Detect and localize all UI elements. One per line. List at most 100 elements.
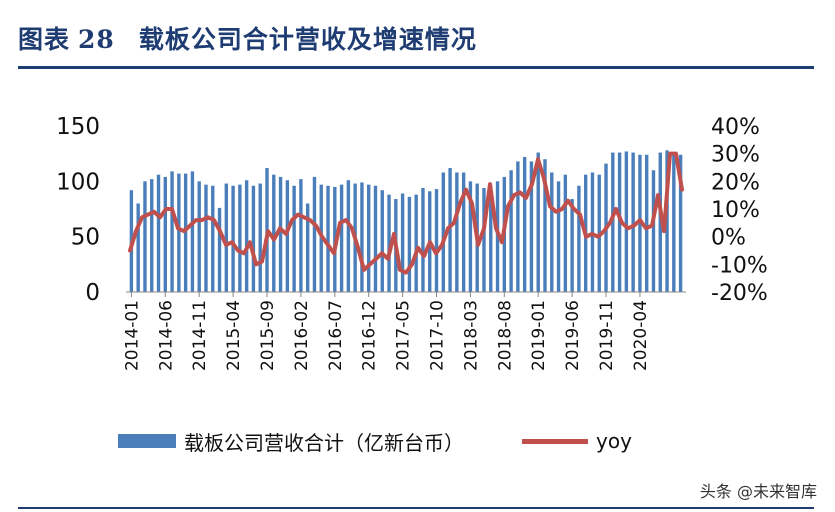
revenue-bar	[360, 182, 364, 292]
revenue-bar	[455, 172, 459, 292]
revenue-bar	[665, 150, 669, 292]
figure-label: 图表	[18, 25, 71, 54]
revenue-bar	[367, 184, 371, 292]
revenue-bar	[516, 161, 520, 292]
legend: 载板公司营收合计（亿新台币） yoy	[118, 425, 632, 457]
bar-series	[129, 150, 683, 292]
left-axis-tick-label: 150	[56, 114, 100, 140]
watermark: 头条 @未来智库	[699, 482, 817, 501]
revenue-bar	[211, 185, 215, 292]
legend-line-label: yoy	[596, 429, 632, 453]
x-axis-tick-label: 2015-09	[258, 300, 278, 371]
revenue-bar	[170, 171, 174, 292]
x-axis-tick-label: 2016-12	[360, 300, 380, 371]
x-axis-tick-label: 2017-05	[394, 300, 414, 371]
x-axis-tick-label: 2019-06	[563, 300, 583, 371]
revenue-bar	[258, 183, 262, 292]
revenue-bar	[678, 154, 683, 292]
left-axis-tick-label: 50	[71, 225, 100, 251]
revenue-bar	[387, 194, 391, 292]
revenue-bar	[197, 181, 201, 292]
revenue-bar	[326, 185, 330, 292]
revenue-bar	[400, 193, 405, 292]
revenue-bar	[624, 151, 629, 292]
footer-rule	[18, 507, 814, 509]
revenue-bar	[638, 154, 642, 292]
revenue-bar	[556, 181, 561, 292]
x-axis-tick-label: 2016-02	[292, 300, 312, 371]
revenue-bar	[305, 203, 310, 292]
revenue-bar	[529, 161, 534, 292]
revenue-bar	[136, 203, 140, 292]
revenue-bar	[489, 185, 493, 292]
revenue-bar	[536, 152, 540, 292]
x-axis-tick-label: 2018-03	[461, 300, 481, 371]
x-axis-tick-label: 2016-07	[326, 300, 346, 371]
revenue-bar	[238, 184, 242, 292]
legend-bar-label: 载板公司营收合计（亿新台币）	[184, 430, 464, 455]
revenue-bar	[244, 180, 249, 292]
revenue-bar	[407, 196, 412, 292]
revenue-bar	[251, 185, 256, 292]
revenue-bar	[339, 184, 344, 292]
x-axis-tick-label: 2014-06	[156, 300, 176, 371]
revenue-bar	[645, 154, 649, 292]
right-axis-tick-label: -20%	[711, 281, 768, 306]
left-axis-ticks: 0 50 100 150	[56, 114, 100, 306]
right-axis-tick-label: 40%	[711, 115, 760, 140]
revenue-bar	[570, 199, 574, 292]
revenue-bar	[461, 172, 466, 292]
figure-title: 载板公司合计营收及增速情况	[138, 25, 477, 54]
revenue-bar	[651, 170, 656, 292]
revenue-bar	[346, 180, 351, 292]
legend-bar-swatch	[118, 434, 176, 448]
revenue-bar	[468, 181, 473, 292]
x-axis-tick-label: 2015-04	[224, 300, 244, 371]
revenue-bar	[150, 179, 154, 292]
right-axis-tick-label: 30%	[711, 143, 760, 168]
revenue-bar	[414, 194, 418, 292]
revenue-bar	[563, 174, 568, 292]
right-axis-tick-label: -10%	[711, 253, 768, 278]
revenue-bar	[631, 152, 635, 292]
revenue-bar	[292, 185, 296, 292]
revenue-bar	[163, 176, 167, 292]
revenue-bar	[285, 180, 290, 292]
revenue-bar	[509, 170, 513, 292]
revenue-bar	[224, 183, 229, 292]
left-axis-tick-label: 0	[85, 280, 100, 306]
revenue-bar	[217, 207, 222, 292]
revenue-bar	[278, 176, 283, 292]
revenue-bar	[441, 172, 445, 292]
revenue-bar	[373, 185, 378, 292]
yoy-line	[128, 151, 684, 275]
revenue-bar	[611, 152, 615, 292]
revenue-bar	[204, 184, 208, 292]
revenue-bar	[183, 173, 188, 292]
revenue-bar	[522, 156, 527, 292]
revenue-bar	[482, 187, 486, 292]
x-axis-tick-label: 2018-08	[495, 300, 515, 371]
revenue-bar	[231, 185, 235, 292]
x-axis-tick-label: 2014-11	[190, 300, 210, 371]
x-axis-tick-label: 2019-11	[597, 300, 617, 371]
left-axis-tick-label: 100	[56, 169, 100, 195]
revenue-bar	[143, 181, 147, 292]
revenue-bar	[177, 173, 181, 292]
right-axis-ticks: -20% -10%0% 10% 20%30% 40%	[711, 115, 768, 306]
revenue-bar	[543, 159, 547, 292]
header-rule	[18, 66, 814, 69]
revenue-bar	[434, 189, 439, 292]
right-axis-tick-label: 10%	[711, 198, 760, 223]
figure-number: 28	[78, 25, 115, 54]
x-axis-tick-label: 2017-10	[428, 300, 448, 371]
x-axis-tick-label: 2019-01	[529, 300, 549, 371]
x-axis-tick-label: 2020-04	[631, 300, 651, 371]
revenue-bar	[190, 171, 195, 292]
revenue-bar	[299, 179, 303, 292]
revenue-bar	[312, 176, 317, 292]
figure-header: 图表 28 载板公司合计营收及增速情况	[18, 20, 477, 56]
legend-line-swatch	[522, 438, 588, 444]
revenue-bar	[658, 152, 662, 292]
